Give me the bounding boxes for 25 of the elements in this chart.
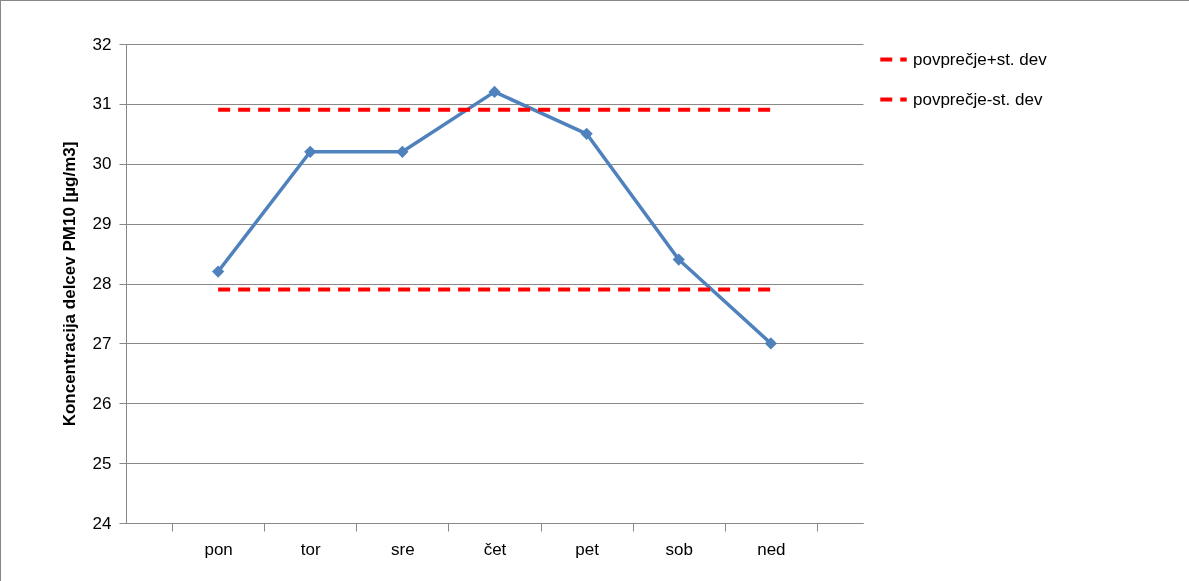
x-tick-label: sob <box>665 539 693 559</box>
y-tick-label: 24 <box>92 513 112 533</box>
point <box>580 127 593 140</box>
legend-label: povprečje+st. dev <box>913 49 1048 69</box>
x-tick-label: pet <box>575 539 600 559</box>
x-tick-label: tor <box>300 539 322 559</box>
x-tick-label: ned <box>757 539 786 559</box>
y-tick-label: 25 <box>92 453 112 473</box>
legend-label: povprečje-st. dev <box>913 89 1043 109</box>
y-tick-label: 26 <box>92 393 112 413</box>
point <box>672 253 685 266</box>
point <box>488 85 501 99</box>
point <box>764 337 777 350</box>
x-tick-label: čet <box>483 539 507 559</box>
y-tick-label: 32 <box>92 34 112 54</box>
y-tick-label: 31 <box>92 94 112 114</box>
y-tick-label: 27 <box>92 333 112 353</box>
point <box>212 265 225 278</box>
y-tick-label: 28 <box>92 274 112 293</box>
x-tick-label: pon <box>204 539 233 559</box>
y-tick-label: 30 <box>92 154 112 174</box>
x-tick-label: sre <box>391 539 415 559</box>
y-tick-label: 29 <box>92 214 112 234</box>
point <box>396 145 409 158</box>
y-axis-title: Koncentracija delcev PM10 [µg/m3] <box>59 141 79 427</box>
